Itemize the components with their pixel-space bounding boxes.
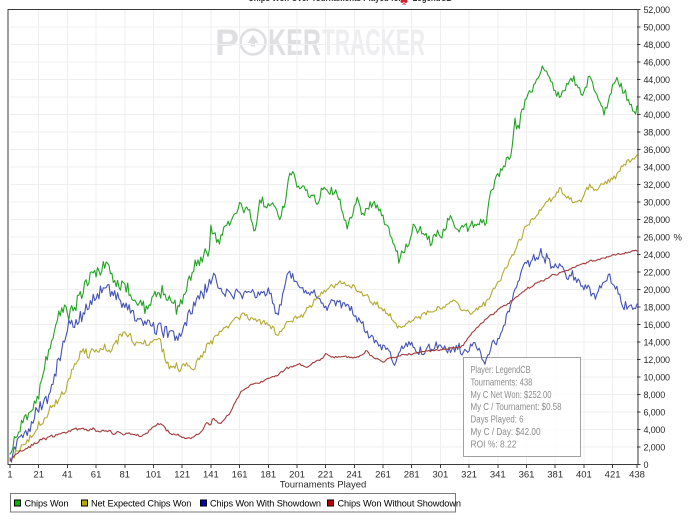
svg-text:46,000: 46,000 — [644, 57, 671, 67]
svg-text:34,000: 34,000 — [644, 162, 671, 172]
svg-text:438: 438 — [629, 470, 645, 481]
svg-text:My C Net Won: $252.00: My C Net Won: $252.00 — [471, 390, 552, 401]
svg-text:30,000: 30,000 — [644, 197, 671, 207]
svg-text:301: 301 — [432, 470, 448, 481]
svg-text:26,000: 26,000 — [644, 232, 671, 242]
svg-text:361: 361 — [519, 470, 535, 481]
svg-text:28,000: 28,000 — [644, 215, 671, 225]
svg-text:50,000: 50,000 — [644, 22, 671, 32]
svg-text:Days Played: 6: Days Played: 6 — [471, 415, 524, 426]
svg-text:My C / Tournament: $0.58: My C / Tournament: $0.58 — [471, 402, 562, 413]
svg-text:Net Expected Chips Won: Net Expected Chips Won — [91, 499, 191, 509]
svg-text:241: 241 — [346, 470, 362, 481]
svg-text:6,000: 6,000 — [644, 407, 666, 417]
svg-text:181: 181 — [260, 470, 276, 481]
svg-text:14,000: 14,000 — [644, 337, 671, 347]
svg-text:Player: LegendCB: Player: LegendCB — [471, 365, 531, 376]
svg-text:221: 221 — [318, 470, 334, 481]
svg-text:My C / Day: $42.00: My C / Day: $42.00 — [471, 427, 541, 438]
svg-text:KER: KER — [268, 22, 321, 63]
svg-text:21: 21 — [33, 470, 44, 481]
svg-text:Tournaments: 438: Tournaments: 438 — [471, 377, 533, 388]
svg-text:24,000: 24,000 — [644, 250, 671, 260]
svg-text:Chips Won With Showdown: Chips Won With Showdown — [210, 499, 321, 509]
svg-text:281: 281 — [404, 470, 420, 481]
svg-text:4,000: 4,000 — [644, 425, 666, 435]
svg-text:61: 61 — [91, 470, 102, 481]
svg-text:48,000: 48,000 — [644, 40, 671, 50]
svg-text:♣: ♣ — [400, 0, 408, 8]
svg-text:42,000: 42,000 — [644, 92, 671, 102]
svg-text:TRACKER: TRACKER — [322, 22, 425, 63]
svg-text:Chips Won Without Showdown: Chips Won Without Showdown — [338, 499, 461, 509]
svg-text:52,000: 52,000 — [644, 5, 671, 15]
svg-text:%: % — [674, 233, 683, 244]
svg-text:261: 261 — [375, 470, 391, 481]
svg-text:421: 421 — [605, 470, 621, 481]
svg-text:36,000: 36,000 — [644, 145, 671, 155]
svg-text:P: P — [215, 22, 239, 63]
svg-text:20,000: 20,000 — [644, 285, 671, 295]
svg-text:381: 381 — [547, 470, 563, 481]
svg-text:44,000: 44,000 — [644, 75, 671, 85]
svg-text:10,000: 10,000 — [644, 372, 671, 382]
svg-text:121: 121 — [174, 470, 190, 481]
svg-text:41: 41 — [62, 470, 73, 481]
svg-text:40,000: 40,000 — [644, 110, 671, 120]
svg-text:321: 321 — [461, 470, 477, 481]
svg-text:0: 0 — [644, 460, 649, 470]
svg-text:12,000: 12,000 — [644, 355, 671, 365]
svg-text:201: 201 — [289, 470, 305, 481]
svg-text:401: 401 — [576, 470, 592, 481]
svg-text:18,000: 18,000 — [644, 302, 671, 312]
svg-text:81: 81 — [120, 470, 131, 481]
svg-text:ROI %: 8.22: ROI %: 8.22 — [471, 439, 517, 450]
svg-text:141: 141 — [203, 470, 219, 481]
svg-text:Chips Won: Chips Won — [25, 499, 69, 509]
svg-text:1: 1 — [7, 470, 12, 481]
svg-text:161: 161 — [232, 470, 248, 481]
svg-text:32,000: 32,000 — [644, 180, 671, 190]
svg-text:22,000: 22,000 — [644, 267, 671, 277]
svg-text:341: 341 — [490, 470, 506, 481]
svg-text:Tournaments Played: Tournaments Played — [280, 480, 367, 491]
svg-text:101: 101 — [146, 470, 162, 481]
svg-text:8,000: 8,000 — [644, 390, 666, 400]
svg-text:38,000: 38,000 — [644, 127, 671, 137]
svg-text:16,000: 16,000 — [644, 320, 671, 330]
svg-text:Chips Won Over Tournaments Pla: Chips Won Over Tournaments Played for Le… — [248, 0, 452, 3]
svg-text:2,000: 2,000 — [644, 442, 666, 452]
